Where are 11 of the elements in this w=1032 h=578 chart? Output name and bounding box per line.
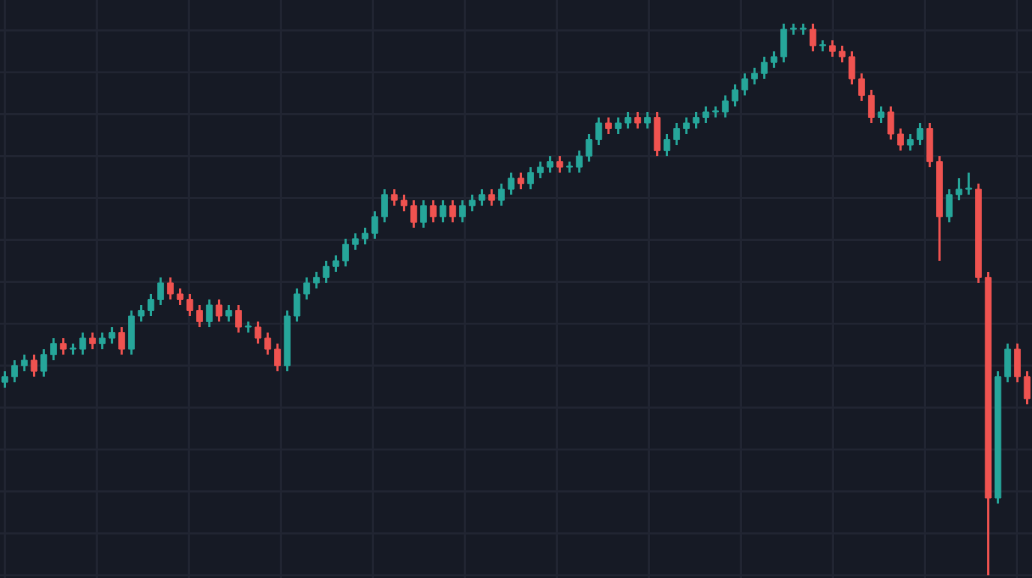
candlestick bbox=[429, 199, 437, 224]
candlestick bbox=[118, 325, 126, 356]
candlestick bbox=[449, 199, 457, 224]
candlestick bbox=[439, 199, 447, 224]
candlestick bbox=[235, 303, 242, 334]
candlestick bbox=[653, 110, 661, 158]
candlestick bbox=[215, 298, 223, 323]
candlestick bbox=[205, 298, 213, 329]
candlestick bbox=[420, 199, 427, 229]
candlestick bbox=[809, 22, 817, 53]
candlestick bbox=[30, 353, 38, 378]
